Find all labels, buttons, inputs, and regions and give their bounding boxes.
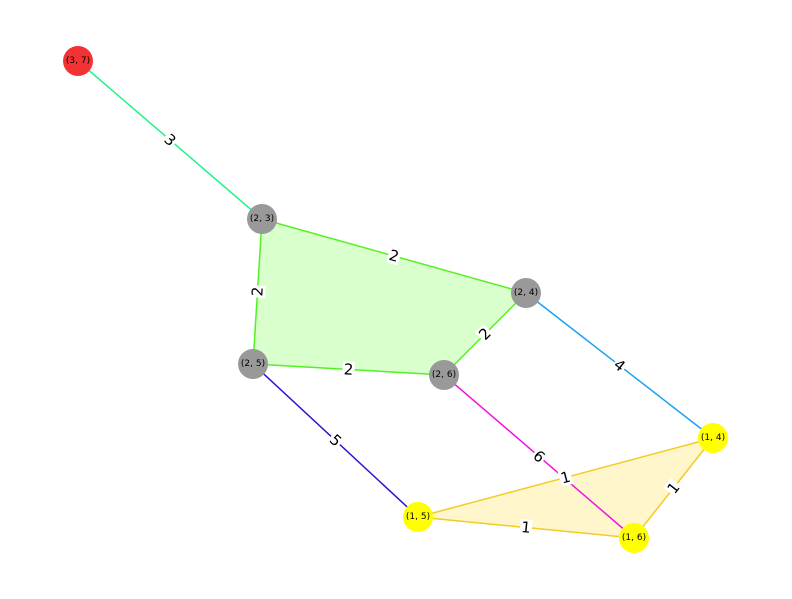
edge-weight-label: 1: [520, 518, 531, 537]
edge-weight-n23-n24: 2: [386, 246, 402, 266]
node-label: (2, 5): [241, 359, 265, 369]
node-circle: [511, 278, 541, 308]
node-circle: [429, 360, 459, 390]
edge-weight-label: 2: [343, 360, 354, 379]
node-circle: [403, 502, 433, 532]
node-n15: (1, 5): [403, 502, 433, 532]
node-label: (1, 4): [701, 433, 725, 443]
region-n23-n24-n26-n25: [253, 219, 526, 375]
edge-weight-n15-n14: 1: [557, 468, 574, 488]
node-n25: (2, 5): [238, 349, 268, 379]
node-n14: (1, 4): [698, 423, 728, 453]
node-label: (1, 5): [406, 512, 430, 522]
edge-weight-n25-n26: 2: [342, 360, 355, 379]
node-n24: (2, 4): [511, 278, 541, 308]
node-circle: [698, 423, 728, 453]
node-label: (1, 6): [622, 533, 646, 543]
node-n16: (1, 6): [619, 523, 649, 553]
edge-weight-n23-n25: 2: [248, 285, 267, 298]
node-circle: [619, 523, 649, 553]
highlighted-regions: [253, 219, 713, 538]
node-circle: [247, 204, 277, 234]
node-n23: (2, 3): [247, 204, 277, 234]
edge-weight-n26-n16: 6: [529, 446, 549, 467]
edge-weight-label: 1: [559, 468, 573, 488]
region-n15-n14-n16: [418, 438, 713, 538]
node-circle: [238, 349, 268, 379]
node-label: (3, 7): [66, 56, 90, 66]
edge-weight-label: 2: [387, 246, 401, 266]
node-label: (2, 4): [514, 288, 538, 298]
node-n26: (2, 6): [429, 360, 459, 390]
edge-weight-n15-n16: 1: [519, 518, 533, 537]
node-label: (2, 3): [250, 214, 274, 224]
nodes-layer: (3, 7) (2, 3) (2, 4) (2, 5) (2, 6) (1, 4) (1, …: [63, 46, 728, 553]
edge-weight-n24-n14: 4: [609, 355, 630, 376]
node-label: (2, 6): [432, 370, 456, 380]
node-circle: [63, 46, 93, 76]
node-n37: (3, 7): [63, 46, 93, 76]
edge-weight-n37-n23: 3: [160, 130, 180, 150]
edge-weight-label: 2: [248, 286, 267, 297]
